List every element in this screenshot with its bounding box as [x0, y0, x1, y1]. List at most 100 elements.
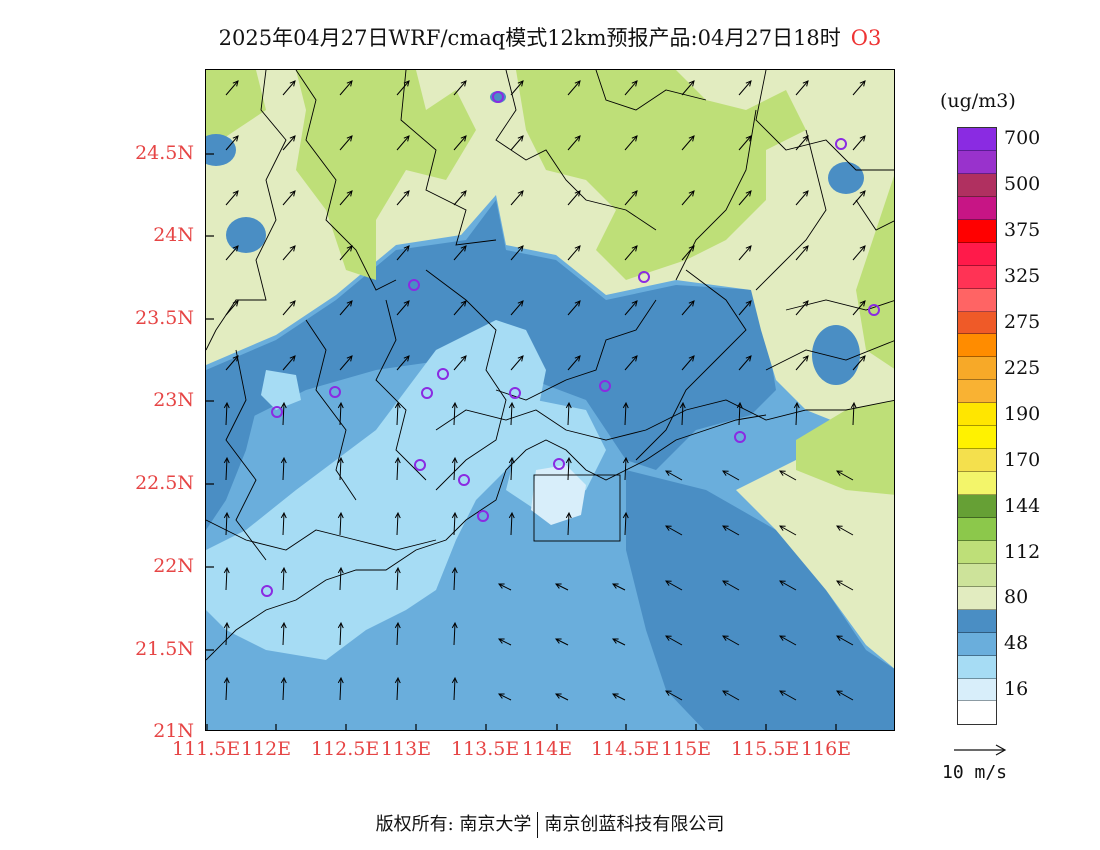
wind-arrow — [339, 567, 342, 591]
wind-arrowhead — [665, 690, 672, 696]
wind-arrow — [282, 190, 296, 206]
zone-96-112-b — [296, 70, 476, 280]
wind-arrowhead — [460, 80, 467, 87]
wind-arrowhead — [346, 190, 353, 197]
wind-arrowhead — [802, 80, 809, 87]
wind-arrow — [567, 80, 581, 96]
station-marker — [477, 510, 489, 522]
wind-arrowhead — [688, 355, 695, 362]
wind-arrow — [738, 190, 752, 206]
footer-separator — [537, 812, 539, 838]
wind-arrow — [612, 638, 626, 646]
wind-arrow — [555, 638, 569, 646]
zone-32-48-west-isl — [261, 370, 301, 410]
wind-arrowhead — [394, 566, 401, 574]
wind-arrow — [453, 135, 467, 151]
wind-arrowhead — [612, 693, 619, 699]
wind-arrowhead — [859, 300, 866, 307]
wind-arrow — [510, 457, 513, 481]
blob-east — [812, 325, 860, 385]
wind-arrow — [339, 355, 353, 371]
wind-arrowhead — [517, 80, 524, 87]
colorbar-swatch — [958, 540, 996, 564]
wind-arrowhead — [403, 355, 410, 362]
station-marker — [599, 380, 611, 392]
wind-arrow — [339, 245, 353, 261]
wind-arrow — [498, 583, 512, 591]
wind-arrowhead — [631, 190, 638, 197]
wind-arrow — [795, 355, 809, 371]
wind-arrowhead — [337, 511, 344, 519]
wind-arrowhead — [346, 80, 353, 87]
wind-arrowhead — [555, 583, 562, 589]
wind-arrow — [795, 300, 809, 316]
wind-arrowhead — [498, 693, 505, 699]
colorbar-label: 80 — [1004, 586, 1029, 609]
wind-arrow — [836, 635, 854, 646]
wind-arrowhead — [622, 401, 629, 409]
wind-arrow — [498, 693, 512, 701]
wind-arrow — [738, 402, 741, 426]
wind-arrow — [453, 355, 467, 371]
colorbar-swatch — [958, 128, 996, 151]
wind-arrow — [396, 135, 410, 151]
colorbar-label: 144 — [1004, 494, 1041, 517]
colorbar-unit: (ug/m3) — [940, 90, 1016, 112]
x-tick-label: 114.5E — [591, 738, 660, 760]
wind-arrow — [225, 457, 228, 481]
wind-arrow — [665, 635, 683, 646]
zone-16-32-spot — [531, 465, 586, 525]
x-tick-label: 112E — [241, 738, 292, 760]
station-marker — [868, 304, 880, 316]
wind-arrowhead — [460, 190, 467, 197]
colorbar-label: 112 — [1004, 540, 1041, 563]
wind-arrowhead — [403, 80, 410, 87]
wind-arrowhead — [394, 621, 401, 629]
wind-arrow — [282, 567, 285, 591]
footer: 版权所有: 南京大学 南京创蓝科技有限公司 — [0, 810, 1100, 838]
y-tick-label: 21N — [153, 720, 194, 742]
wind-arrow — [282, 135, 296, 151]
zone-96-112-d — [856, 176, 894, 369]
wind-arrowhead — [565, 511, 572, 519]
station-marker — [638, 271, 650, 283]
wind-arrow — [852, 135, 866, 151]
wind-arrowhead — [289, 135, 296, 142]
wind-arrowhead — [223, 401, 230, 409]
wind-arrow — [567, 190, 581, 206]
wind-arrow — [339, 300, 353, 316]
wind-arrow — [282, 355, 296, 371]
wind-arrow — [624, 512, 627, 536]
wind-arrow — [722, 525, 740, 536]
colorbar-swatch — [958, 678, 996, 702]
wind-arrow — [282, 245, 296, 261]
wind-arrowhead — [460, 135, 467, 142]
blob-west-1 — [226, 217, 266, 253]
colorbar-label: 225 — [1004, 356, 1041, 379]
wind-arrow — [339, 512, 342, 536]
wind-arrow — [779, 470, 797, 481]
wind-arrowhead — [223, 676, 230, 684]
wind-arrowhead — [280, 511, 287, 519]
wind-arrowhead — [665, 635, 672, 641]
wind-arrow — [282, 402, 285, 426]
wind-arrowhead — [403, 190, 410, 197]
wind-arrowhead — [565, 456, 572, 464]
colorbar-swatch — [958, 196, 996, 220]
wind-arrowhead — [517, 190, 524, 197]
wind-arrowhead — [223, 621, 230, 629]
wind-arrow — [510, 135, 524, 151]
colorbar-swatch — [958, 632, 996, 656]
x-tick-label: 114E — [522, 738, 573, 760]
wind-arrow — [453, 245, 467, 261]
wind-arrow — [453, 190, 467, 206]
wind-arrow — [722, 690, 740, 701]
wind-arrow — [836, 525, 854, 536]
wind-arrowhead — [346, 355, 353, 362]
wind-arrowhead — [289, 245, 296, 252]
wind-arrowhead — [289, 300, 296, 307]
blob-ne — [828, 162, 864, 194]
wind-arrowhead — [337, 401, 344, 409]
wind-arrowhead — [836, 525, 843, 531]
wind-arrow — [396, 677, 399, 701]
